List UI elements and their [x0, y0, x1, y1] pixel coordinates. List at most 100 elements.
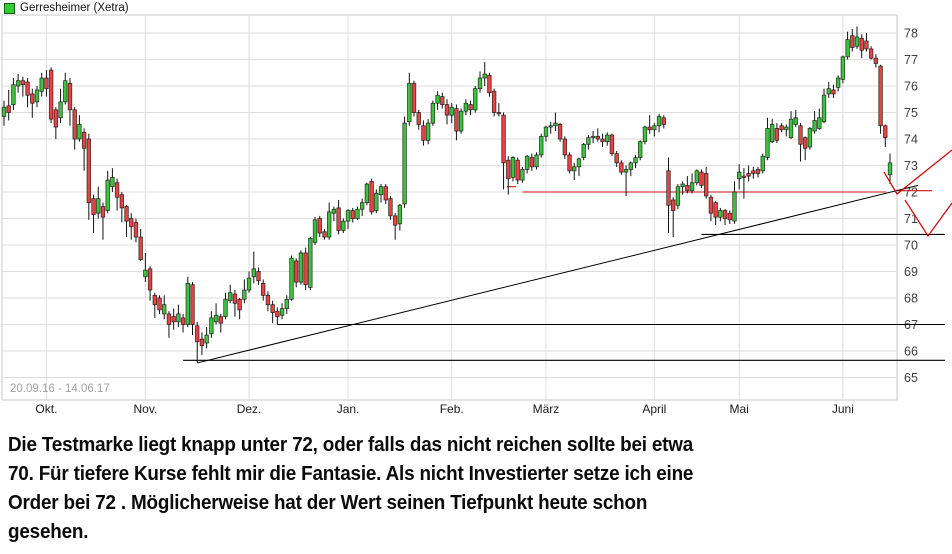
candle-up: [572, 166, 577, 172]
y-tick-label: 70: [904, 239, 918, 253]
candle-down: [671, 199, 676, 211]
candle-up: [430, 102, 436, 124]
candle-up: [694, 170, 699, 184]
candle-down: [746, 173, 751, 177]
month-label: Nov.: [133, 402, 157, 416]
month-label: Dez.: [237, 402, 262, 416]
candle-down: [416, 112, 421, 125]
candle-down: [133, 222, 139, 238]
candle-down: [6, 105, 11, 113]
candle-up: [407, 82, 412, 123]
commentary-line: Die Testmarke liegt knapp unter 72, oder…: [8, 433, 694, 456]
candle-down: [609, 134, 615, 154]
candle-up: [312, 219, 318, 243]
y-tick-label: 72: [904, 186, 918, 200]
candle-up: [34, 89, 40, 103]
y-tick-label: 73: [904, 159, 918, 173]
candle-down: [557, 124, 563, 140]
candle-down: [831, 89, 836, 95]
month-label: Jan.: [337, 402, 360, 416]
candle-up: [680, 183, 685, 188]
candle-down: [218, 316, 223, 324]
candle-up: [228, 292, 233, 302]
candle-up: [331, 208, 337, 214]
candle-down: [100, 206, 106, 218]
candle-down: [81, 131, 87, 149]
candle-down: [501, 114, 506, 164]
month-label: Feb.: [440, 402, 464, 416]
candle-down: [440, 96, 445, 105]
candle-up: [765, 127, 770, 158]
candle-down: [129, 218, 134, 227]
candle-up: [308, 237, 313, 288]
candle-down: [755, 169, 761, 174]
candle-down: [147, 268, 153, 291]
candle-up: [887, 162, 893, 176]
candle-down: [124, 206, 129, 222]
candle-down: [392, 215, 398, 226]
candle-down: [350, 210, 355, 219]
candle-up: [425, 122, 431, 141]
candle-up: [39, 77, 44, 92]
candle-down: [868, 48, 874, 59]
candle-up: [784, 126, 789, 131]
series-marker-icon: [4, 2, 15, 14]
candle-down: [859, 37, 864, 51]
candle-up: [449, 106, 454, 116]
candle-down: [199, 338, 205, 347]
candle-down: [515, 159, 520, 181]
candle-down: [67, 82, 73, 111]
candle-down: [600, 138, 605, 143]
candle-up: [458, 110, 464, 132]
candle-down: [741, 175, 747, 178]
month-label: Mai: [730, 402, 749, 416]
y-tick-label: 69: [904, 265, 918, 279]
candle-down: [454, 108, 459, 132]
candle-up: [477, 77, 483, 90]
candle-up: [143, 269, 148, 278]
candle-down: [411, 82, 417, 113]
candle-down: [256, 271, 261, 282]
candle-up: [279, 308, 285, 316]
analyst-commentary: Die Testmarke liegt knapp unter 72, oder…: [8, 430, 946, 546]
candle-up: [341, 220, 346, 231]
candle-up: [534, 154, 539, 168]
candle-up: [524, 155, 530, 170]
candle-up: [605, 134, 610, 143]
candle-down: [30, 93, 35, 104]
candle-up: [817, 117, 822, 129]
candle-up: [821, 94, 827, 123]
candle-up: [543, 126, 549, 137]
candle-down: [336, 207, 341, 231]
candle-up: [854, 36, 860, 47]
month-label: Okt.: [35, 402, 57, 416]
candle-up: [807, 127, 813, 148]
candle-up: [298, 252, 304, 283]
month-label: Juni: [832, 402, 854, 416]
candle-up: [105, 179, 110, 211]
candle-down: [20, 80, 26, 86]
candle-up: [1, 106, 7, 117]
commentary-line: Order bei 72 . Möglicherweise hat der We…: [8, 491, 648, 514]
candle-down: [261, 283, 266, 296]
y-tick-label: 76: [904, 80, 918, 94]
candle-down: [614, 153, 619, 164]
candle-down: [72, 109, 77, 140]
candle-down: [270, 304, 275, 313]
candle-down: [595, 135, 601, 140]
candle-up: [510, 157, 516, 178]
candle-down: [25, 81, 30, 96]
candle-down: [647, 126, 652, 131]
candle-up: [586, 137, 591, 145]
candle-up: [223, 298, 228, 317]
candle-up: [162, 304, 167, 315]
candle-up: [656, 116, 662, 127]
candle-up: [15, 80, 21, 87]
candle-up: [355, 208, 360, 219]
candle-down: [265, 294, 271, 306]
candle-down: [864, 40, 869, 50]
candle-up: [364, 183, 370, 204]
y-tick-label: 66: [904, 345, 918, 359]
y-tick-label: 74: [904, 133, 918, 147]
candle-down: [496, 112, 502, 115]
